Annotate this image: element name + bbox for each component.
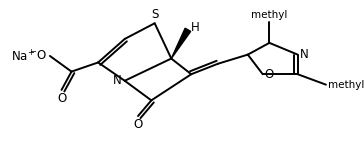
Text: O: O <box>133 118 143 131</box>
Text: N: N <box>300 48 308 61</box>
Polygon shape <box>171 28 191 58</box>
Text: H: H <box>191 21 199 34</box>
Text: N: N <box>113 74 122 87</box>
Text: O: O <box>57 92 66 105</box>
Text: S: S <box>151 8 158 21</box>
Text: methyl: methyl <box>251 10 288 20</box>
Text: methyl: methyl <box>328 80 364 90</box>
Text: O: O <box>265 68 274 81</box>
Text: Na$^{+}$: Na$^{+}$ <box>11 49 35 64</box>
Text: $^{-}$O: $^{-}$O <box>29 49 47 62</box>
